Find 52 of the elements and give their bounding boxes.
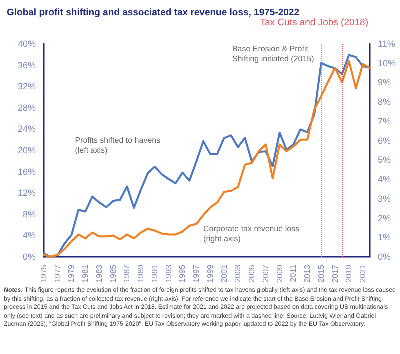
y2-tick-label: 1% xyxy=(378,232,392,243)
x-tick-label: 2005 xyxy=(248,264,257,283)
x-tick-label: 2001 xyxy=(220,264,229,283)
x-tick-label: 1999 xyxy=(206,264,215,283)
x-tick-label: 1981 xyxy=(81,264,90,283)
x-tick-label: 1975 xyxy=(40,264,48,283)
y2-tick-label: 10% xyxy=(378,58,396,68)
x-tick-label: 1985 xyxy=(108,264,118,283)
x-tick-label: 1979 xyxy=(67,264,76,283)
y-tick-label: 12% xyxy=(18,188,36,198)
ref-line-label: Tax Cuts and Jobs (2018) xyxy=(260,18,369,28)
y2-tick-label: 5% xyxy=(378,155,392,166)
y-tick-label: 4% xyxy=(22,230,36,241)
x-tick-label: 1995 xyxy=(178,264,188,283)
x-tick-label: 2019 xyxy=(344,264,354,283)
y-tick-label: 36% xyxy=(18,60,36,70)
x-tick-label: 2017 xyxy=(330,264,340,283)
x-tick-label: 2013 xyxy=(303,264,312,283)
x-tick-label: 2003 xyxy=(234,264,243,283)
y-tick-label: 32% xyxy=(18,82,36,92)
x-tick-label: 1991 xyxy=(150,264,160,283)
x-tick-label: 2007 xyxy=(261,264,270,283)
y2-tick-label: 6% xyxy=(378,136,392,146)
y2-tick-label: 3% xyxy=(378,194,392,204)
y-tick-label: 20% xyxy=(18,146,36,156)
y-tick-label: 16% xyxy=(18,166,36,177)
y2-tick-label: 0% xyxy=(378,252,392,262)
y2-tick-label: 2% xyxy=(378,213,392,224)
x-tick-label: 2021 xyxy=(358,264,368,283)
y2-tick-label: 4% xyxy=(378,174,392,185)
x-tick-label: 2009 xyxy=(275,264,284,283)
series-label: Profits shifted to havens (left axis) xyxy=(75,136,161,156)
y2-tick-label: 11% xyxy=(378,39,396,49)
x-tick-label: 1997 xyxy=(192,264,202,283)
x-tick-label: 1977 xyxy=(53,264,62,283)
y-tick-label: 24% xyxy=(18,124,36,134)
chart-title: Global profit shifting and associated tax revenue loss, 1975-2022 xyxy=(7,8,300,18)
x-tick-label: 1993 xyxy=(164,264,174,283)
ref-line-label: Base Erosion & Profit Shifting initiated (2015) xyxy=(232,44,315,64)
y2-tick-label: 9% xyxy=(378,78,392,88)
y2-tick-label: 7% xyxy=(378,116,392,126)
y2-tick-label: 8% xyxy=(378,97,392,108)
series-label: Corporate tax revenue loss (right axis) xyxy=(204,224,300,244)
y-tick-label: 40% xyxy=(18,39,36,49)
y-tick-label: 8% xyxy=(22,209,36,220)
x-tick-label: 1989 xyxy=(136,264,146,283)
x-tick-label: 2015 xyxy=(316,264,326,283)
x-tick-label: 1987 xyxy=(122,264,132,283)
y-tick-label: 28% xyxy=(18,102,36,113)
y-tick-label: 0% xyxy=(22,252,36,262)
x-tick-label: 1983 xyxy=(94,264,104,283)
x-tick-label: 2011 xyxy=(289,264,298,282)
